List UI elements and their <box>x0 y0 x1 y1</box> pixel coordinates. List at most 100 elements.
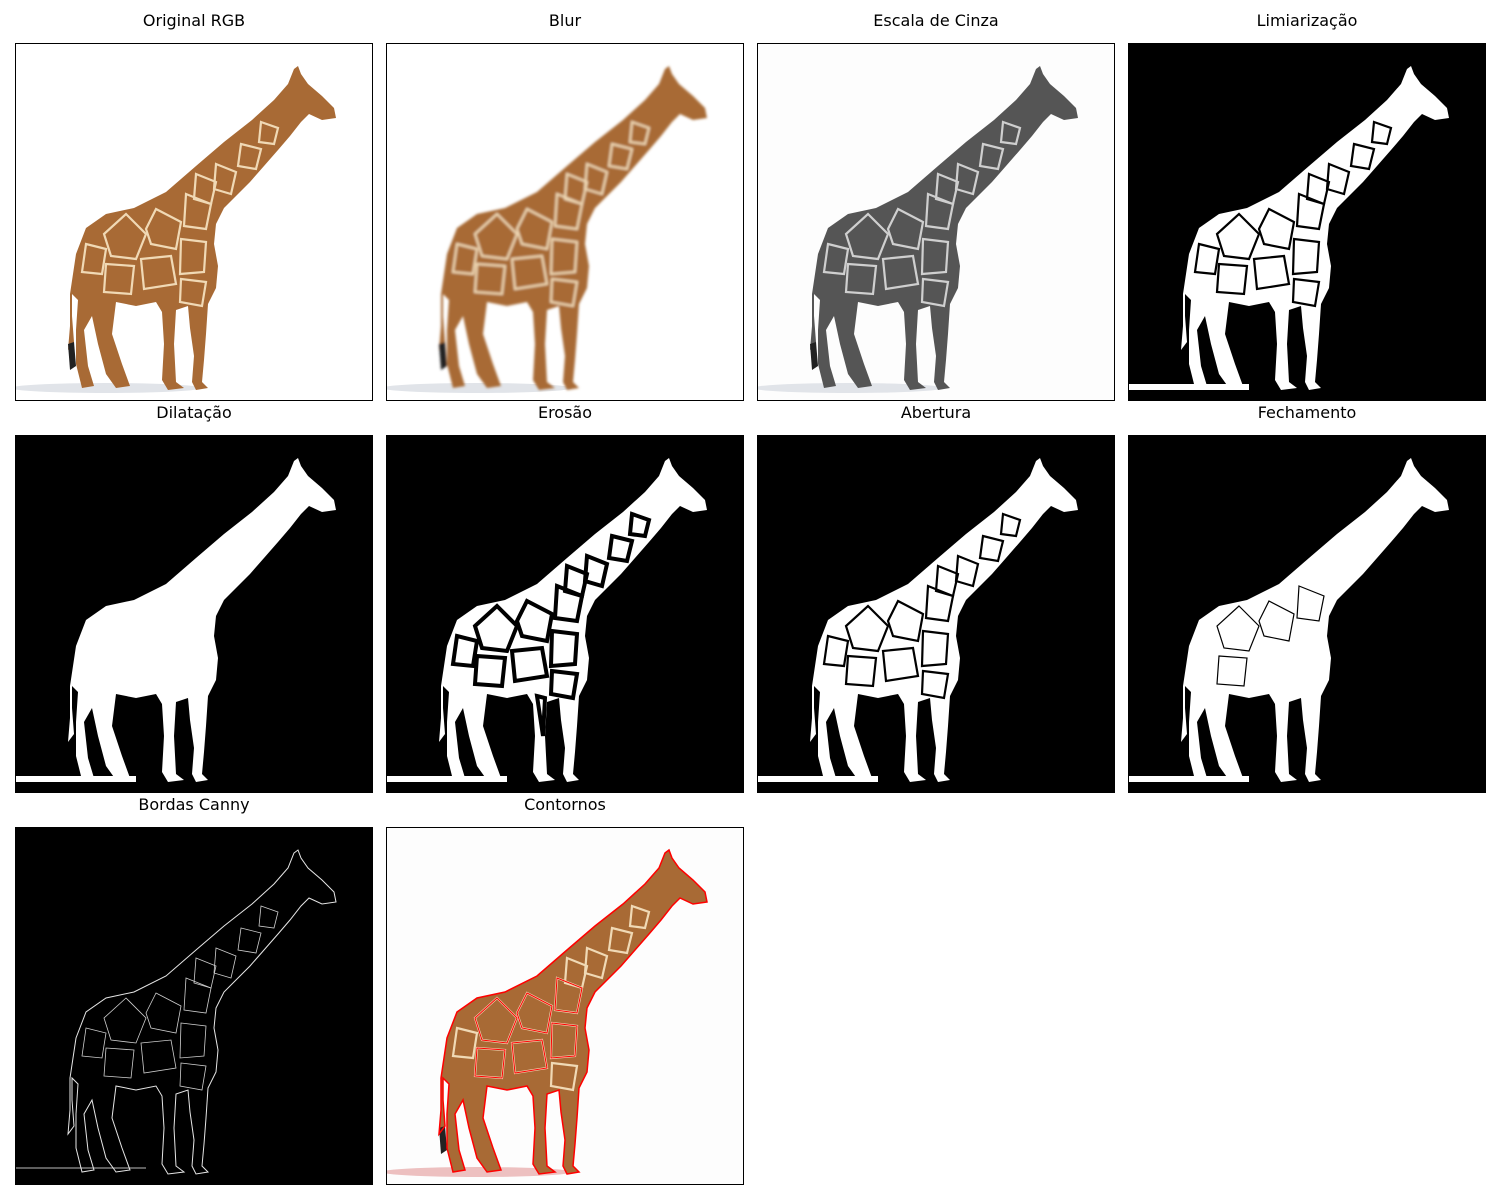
giraffe <box>810 458 1078 782</box>
mask-hole <box>1370 120 1393 146</box>
image-erosion <box>386 435 744 793</box>
mask-hole <box>548 668 580 701</box>
giraffe <box>439 66 707 390</box>
patch-line <box>473 262 507 296</box>
giraffe-image <box>758 44 1114 400</box>
patch-line <box>549 277 579 308</box>
giraffe <box>810 66 1078 390</box>
panel-title: Dilatação <box>156 403 232 422</box>
patch-line <box>607 142 634 171</box>
patch-line <box>628 120 651 146</box>
mask-hole <box>562 563 590 599</box>
panel-title: Limiarização <box>1256 11 1358 30</box>
contour-outline <box>438 848 708 1175</box>
giraffe-image <box>1129 436 1485 792</box>
mask-hole <box>1215 212 1261 261</box>
giraffe-image <box>387 828 743 1184</box>
mask-hole <box>1257 207 1296 251</box>
patch-edge <box>179 1022 207 1059</box>
mask-hole <box>548 628 580 669</box>
mask-hole <box>1291 237 1321 276</box>
giraffe <box>68 458 336 782</box>
ground-shadow <box>1129 776 1249 782</box>
mask-hole <box>999 512 1022 538</box>
patch-line <box>549 1061 579 1092</box>
ground-shadow <box>387 776 507 782</box>
contour-patch <box>516 992 553 1034</box>
mask-hole <box>1215 262 1249 296</box>
patch-line <box>178 277 208 308</box>
patch-line <box>934 172 960 206</box>
image-opening <box>757 435 1115 793</box>
patch-edge <box>179 1062 207 1091</box>
patch-line <box>80 242 108 276</box>
patch-line <box>881 254 920 291</box>
panel-title: Escala de Cinza <box>873 11 999 30</box>
image-original-rgb <box>15 43 373 401</box>
mask-hole <box>1349 142 1376 171</box>
giraffe <box>439 458 707 782</box>
giraffe-edges <box>67 849 337 1175</box>
patch-line <box>549 237 579 276</box>
contour-patch <box>550 1022 578 1059</box>
patch-line <box>978 142 1005 171</box>
mask-hole <box>920 629 950 668</box>
patch-line <box>451 242 479 276</box>
ground-shadow <box>16 383 201 393</box>
giraffe-image <box>387 44 743 400</box>
giraffe-image <box>16 828 372 1184</box>
panel-title: Abertura <box>900 403 972 422</box>
mask-hole <box>934 564 960 598</box>
patch-line <box>236 142 263 171</box>
image-blur <box>386 43 744 401</box>
ground-shadow <box>387 383 572 393</box>
patch-line <box>178 237 208 276</box>
giraffe <box>1181 66 1449 390</box>
patch-line <box>999 120 1022 146</box>
patch-line <box>144 207 183 251</box>
mask-hole <box>509 645 550 684</box>
patch-line <box>822 242 850 276</box>
image-canny <box>15 827 373 1185</box>
mask-hole <box>1216 655 1248 687</box>
mask-hole <box>606 533 635 564</box>
image-threshold <box>1128 43 1486 401</box>
ground-shadow <box>387 1167 572 1177</box>
mask-hole <box>1305 172 1331 206</box>
giraffe-image <box>16 44 372 400</box>
tail-tuft <box>439 1126 447 1154</box>
image-background <box>16 828 372 1184</box>
giraffe-image <box>758 436 1114 792</box>
patch-line <box>102 212 148 261</box>
patch-edge <box>103 1047 135 1079</box>
image-closing <box>1128 435 1486 793</box>
panel-title: Erosão <box>537 403 593 422</box>
mask-hole <box>514 598 555 644</box>
mask-hole <box>920 669 950 700</box>
patch-line <box>473 212 519 261</box>
mask-hole <box>1296 585 1325 622</box>
patch-edge <box>213 947 237 979</box>
mask-hole <box>978 534 1005 563</box>
patch-edge <box>193 957 217 989</box>
patch-line <box>920 237 950 276</box>
patch-edge <box>140 1039 177 1074</box>
mask-hole <box>886 599 925 643</box>
patch-line <box>102 262 136 296</box>
mask-hole <box>1291 277 1321 308</box>
mask-hole <box>844 654 878 688</box>
ground-shadow <box>758 383 943 393</box>
patch-line <box>192 172 218 206</box>
panel-title: Bordas Canny <box>138 795 250 814</box>
panel-title: Blur <box>548 11 582 30</box>
mask-hole <box>472 653 508 689</box>
patch-line <box>607 926 634 955</box>
patch-line <box>563 172 589 206</box>
patch-line <box>886 207 925 251</box>
patch-line <box>510 254 549 291</box>
tail-tuft <box>810 342 818 370</box>
giraffe-body <box>68 458 336 782</box>
giraffe-image <box>16 436 372 792</box>
patch-edge <box>103 997 147 1044</box>
mask-hole <box>1252 254 1291 291</box>
